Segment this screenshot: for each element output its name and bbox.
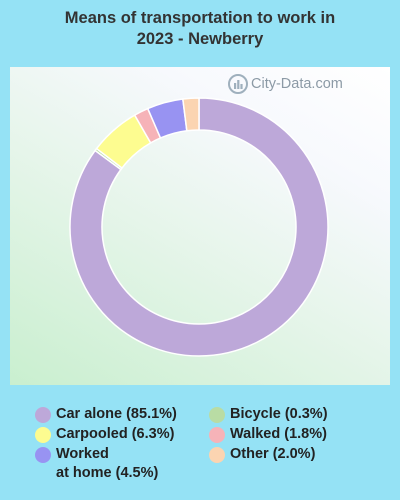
legend-swatch [209, 447, 225, 463]
legend-item: Other (2.0%) [209, 445, 315, 464]
legend-item: Walked (1.8%) [209, 425, 327, 444]
chart-title-line-1: Means of transportation to work in [64, 9, 336, 27]
donut-slice-other [181, 97, 200, 132]
city-data-logo-icon [228, 74, 248, 94]
legend-label: Other (2.0%) [230, 446, 316, 462]
legend-swatch [35, 447, 51, 463]
watermark: City-Data.com [228, 74, 343, 94]
legend-label: Car alone (85.1%) [56, 406, 177, 422]
legend-swatch [35, 427, 51, 443]
legend-label: Carpooled (6.3%) [56, 426, 175, 442]
legend-swatch [209, 427, 225, 443]
legend-item: Car alone (85.1%) [35, 405, 177, 424]
donut-slice-car-alone [69, 97, 329, 357]
legend-label: Walked (1.8%) [230, 426, 327, 442]
chart-title-line-2: 2023 - Newberry [136, 30, 264, 48]
legend-label: Worked at home (4.5%) [56, 446, 159, 481]
legend-swatch [209, 407, 225, 423]
legend-item: Bicycle (0.3%) [209, 405, 328, 424]
watermark-text: City-Data.com [251, 76, 343, 92]
legend-swatch [35, 407, 51, 423]
legend-item: Carpooled (6.3%) [35, 425, 174, 444]
legend-label: Bicycle (0.3%) [230, 406, 328, 422]
legend-item: Worked at home (4.5%) [35, 445, 158, 483]
chart-title: Means of transportation to work in 2023 … [0, 8, 400, 50]
